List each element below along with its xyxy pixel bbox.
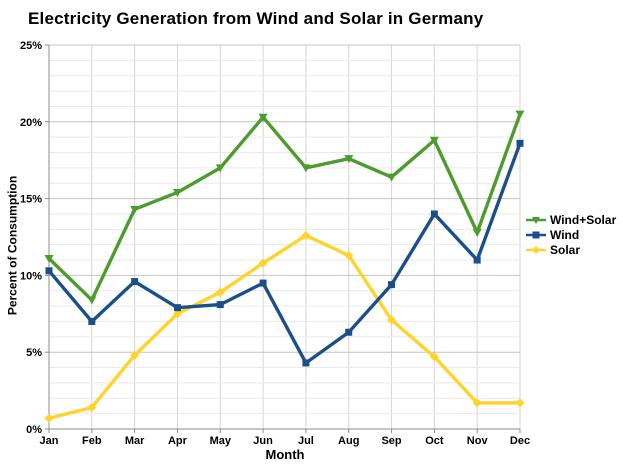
data-point-wind — [173, 304, 181, 312]
data-point-solar — [44, 413, 54, 423]
data-point-solar — [258, 258, 268, 268]
data-point-wind — [345, 328, 353, 336]
x-tick-label: Apr — [168, 435, 188, 447]
data-point-wind — [473, 256, 481, 264]
data-point-solar — [87, 402, 97, 412]
x-axis-title: Month — [265, 447, 305, 462]
data-point-wind — [388, 281, 396, 289]
legend-label: Wind+Solar — [550, 213, 617, 227]
chart-title: Electricity Generation from Wind and Sol… — [28, 9, 484, 28]
x-tick-label: Sep — [381, 435, 401, 447]
x-tick-label: Feb — [82, 435, 102, 447]
data-point-wind-plus-solar — [429, 136, 439, 145]
x-tick-label: Mar — [125, 435, 145, 447]
data-point-wind-plus-solar — [472, 228, 482, 237]
x-tick-label: Jan — [40, 435, 59, 447]
data-point-wind — [302, 359, 310, 367]
data-point-wind-plus-solar — [515, 110, 525, 119]
y-tick-label: 5% — [26, 347, 42, 359]
data-point-wind-plus-solar — [258, 113, 268, 122]
data-point-wind — [216, 301, 224, 309]
data-point-solar — [515, 398, 525, 408]
legend-marker-icon — [526, 246, 546, 254]
series-line-solar — [48, 233, 520, 420]
legend: Wind+Solar Wind Solar — [526, 213, 616, 257]
data-point-wind-plus-solar — [87, 296, 97, 305]
data-point-wind-plus-solar — [44, 255, 54, 264]
data-point-solar — [429, 352, 439, 362]
y-tick-label: 0% — [26, 424, 42, 436]
x-tick-label: Oct — [425, 435, 444, 447]
data-point-solar — [472, 398, 482, 408]
data-point-wind-plus-solar — [387, 173, 397, 182]
x-tick-label: May — [210, 435, 232, 447]
data-point-wind — [88, 317, 96, 325]
x-tick-label: Nov — [467, 435, 489, 447]
data-point-wind — [259, 279, 267, 287]
legend-item-wind-plus-solar: Wind+Solar — [526, 213, 616, 227]
x-tick-label: Jun — [253, 435, 273, 447]
y-tick-label: 15% — [20, 194, 42, 206]
legend-item-wind: Wind — [526, 228, 616, 242]
data-point-solar — [387, 315, 397, 325]
data-point-wind-plus-solar — [344, 155, 354, 164]
data-point-solar — [130, 350, 140, 360]
data-point-solar — [172, 309, 182, 319]
data-point-wind — [131, 278, 139, 286]
legend-marker-icon — [526, 231, 546, 239]
x-tick-label: Jul — [298, 435, 314, 447]
x-tick-label: Dec — [510, 435, 530, 447]
series-line-wind-plus-solar — [47, 113, 522, 303]
legend-label: Solar — [550, 243, 581, 257]
legend-item-solar: Solar — [526, 243, 616, 257]
data-point-solar — [344, 250, 354, 260]
data-point-wind-plus-solar — [172, 188, 182, 197]
series-line-wind — [47, 142, 522, 366]
data-point-wind — [45, 267, 53, 275]
data-point-wind — [516, 139, 524, 147]
data-point-wind — [430, 210, 438, 218]
legend-marker-icon — [526, 217, 546, 224]
y-tick-label: 20% — [20, 117, 42, 129]
data-point-wind-plus-solar — [215, 164, 225, 173]
y-tick-label: 25% — [20, 40, 42, 52]
data-point-wind-plus-solar — [130, 205, 140, 214]
data-point-wind-plus-solar — [301, 164, 311, 173]
legend-label: Wind — [550, 228, 580, 242]
data-point-solar — [301, 230, 311, 240]
x-tick-label: Aug — [338, 435, 359, 447]
y-tick-label: 10% — [20, 270, 42, 282]
data-point-solar — [215, 287, 225, 297]
